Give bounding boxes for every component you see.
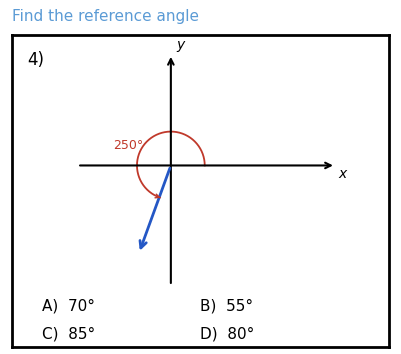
Text: A)  70°: A) 70°: [42, 299, 95, 314]
Text: y: y: [176, 38, 184, 52]
Text: B)  55°: B) 55°: [200, 299, 253, 314]
Text: Find the reference angle: Find the reference angle: [12, 9, 199, 24]
Text: D)  80°: D) 80°: [200, 327, 255, 342]
Text: C)  85°: C) 85°: [42, 327, 95, 342]
Text: x: x: [338, 167, 347, 181]
Text: 250°: 250°: [113, 139, 143, 152]
Text: 4): 4): [27, 51, 44, 69]
